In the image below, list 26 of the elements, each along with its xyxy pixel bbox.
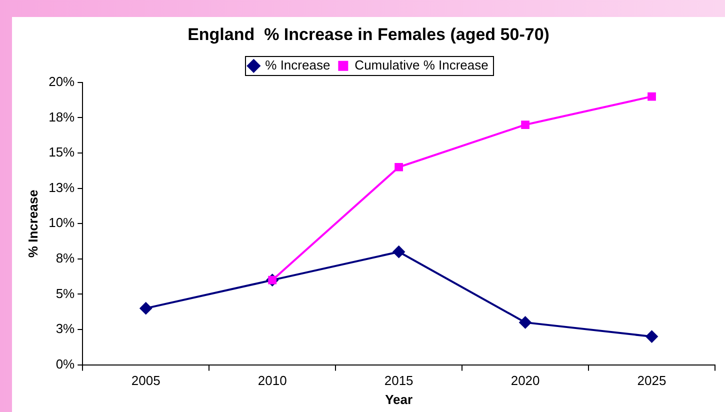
legend-label: % Increase xyxy=(265,57,330,72)
point xyxy=(392,246,405,258)
y-tick-label: 5% xyxy=(56,286,76,301)
y-tick-label: 3% xyxy=(56,321,76,336)
point xyxy=(519,316,532,328)
chart-title: England % Increase in Females (aged 50-70) xyxy=(188,24,550,44)
y-tick-label: 8% xyxy=(56,250,76,266)
y-tick-label: 20% xyxy=(48,74,76,89)
x-tick-label: 2020 xyxy=(510,373,540,388)
x-tick-label: 2025 xyxy=(637,373,666,388)
point xyxy=(646,330,658,343)
y-tick-label: 13% xyxy=(48,180,76,195)
y-axis-title: % Increase xyxy=(25,190,40,258)
legend-label: Cumulative % Increase xyxy=(354,57,488,72)
x-tick-label: 2005 xyxy=(131,373,160,388)
point xyxy=(140,302,152,314)
y-tick-label: 15% xyxy=(48,144,76,160)
point xyxy=(648,92,656,101)
y-tick-label: 10% xyxy=(48,215,76,230)
y-tick-label: 18% xyxy=(48,109,76,124)
x-tick-label: 2010 xyxy=(258,373,287,388)
y-tick-label: 0% xyxy=(56,356,76,372)
x-tick-label: 2015 xyxy=(384,373,414,388)
point xyxy=(521,120,530,129)
point xyxy=(394,162,403,172)
x-axis-title: Year xyxy=(385,392,413,407)
